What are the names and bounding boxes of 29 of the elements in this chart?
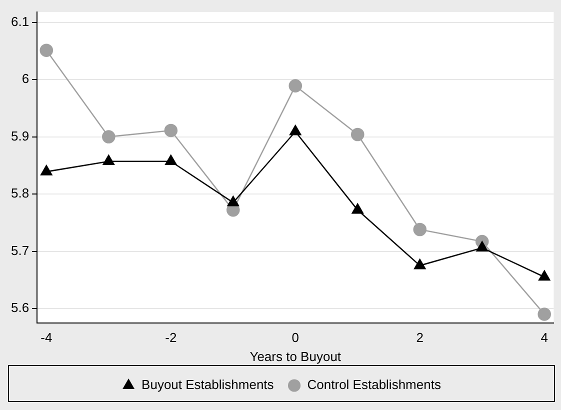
y-tick-label: 5.7 [10, 242, 30, 258]
point [414, 258, 426, 270]
y-tick-label: 6 [22, 71, 30, 86]
x-axis-title: Years to Buyout [250, 348, 342, 364]
point [538, 270, 550, 281]
y-tick-label: 5.6 [10, 300, 30, 316]
point [102, 130, 116, 144]
point [227, 196, 239, 206]
x-tick-label: -4 [40, 330, 52, 346]
point [413, 222, 427, 236]
point [40, 165, 52, 176]
point [288, 79, 302, 92]
x-tick-label: 0 [292, 330, 300, 346]
y-tick-label: 5.9 [10, 128, 30, 144]
point [476, 241, 488, 252]
point [350, 128, 364, 142]
point [165, 154, 177, 166]
point [352, 203, 364, 214]
x-tick-label: -2 [165, 330, 177, 346]
point [290, 124, 302, 136]
y-tick-label: 6.1 [10, 14, 30, 29]
x-tick-label: 2 [416, 330, 424, 346]
legend-label: Buyout Establishments [142, 377, 274, 392]
x-tick-label: 4 [540, 330, 548, 346]
y-tick-label: 5.8 [10, 186, 30, 201]
legend-label: Control Establishments [307, 377, 442, 392]
point [102, 154, 114, 166]
point [164, 124, 178, 138]
point [40, 44, 54, 57]
